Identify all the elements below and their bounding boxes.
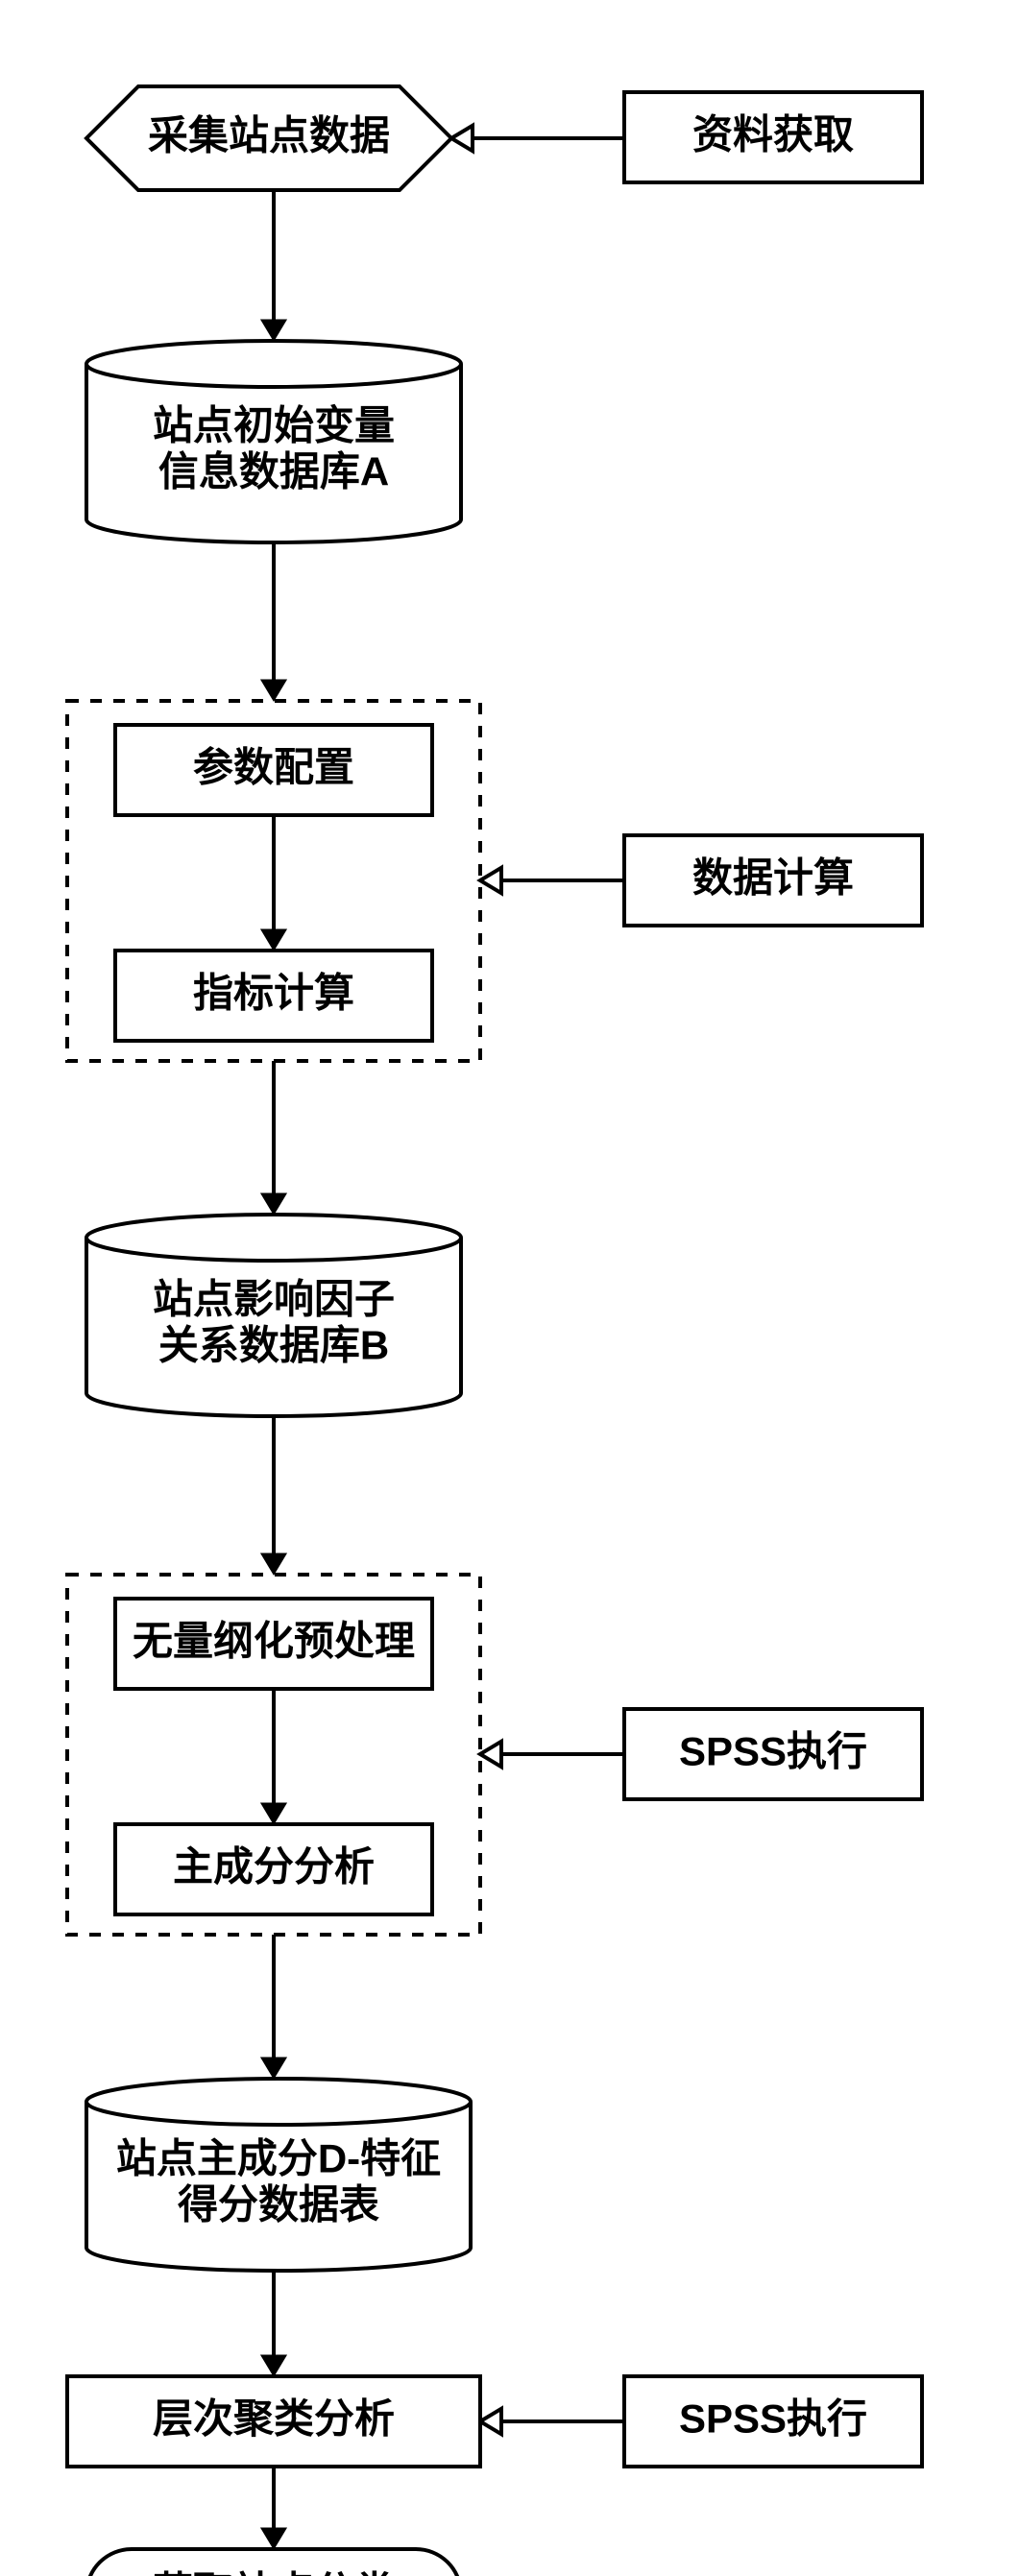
arrowhead-filled — [261, 2355, 286, 2376]
arrowhead-filled — [261, 680, 286, 701]
n_cluster-label: 层次聚类分析 — [153, 2396, 395, 2442]
n_param-label: 参数配置 — [193, 745, 354, 790]
arrowhead-open — [480, 1742, 501, 1767]
arrowhead-filled — [261, 1193, 286, 1215]
n_spss2-label: SPSS执行 — [679, 2396, 867, 2442]
arrowhead-filled — [261, 1553, 286, 1575]
arrowhead-open — [480, 2409, 501, 2434]
n_result-label: 获取站点分类 — [153, 2569, 395, 2576]
flowchart-canvas: 采集站点数据 资料获取站点初始变量信息数据库A 参数配置指标计算 数据计算站点影响因子… — [0, 0, 1019, 2576]
arrowhead-filled — [261, 2528, 286, 2549]
n_collect-label: 采集站点数据 — [148, 113, 390, 158]
arrowhead-filled — [261, 1803, 286, 1824]
n_index-label: 指标计算 — [193, 971, 354, 1016]
n_dbB-label: 站点影响因子 — [153, 1276, 395, 1321]
arrowhead-filled — [261, 929, 286, 951]
n_norm-label: 无量纲化预处理 — [133, 1619, 415, 1664]
arrowhead-open — [451, 126, 473, 151]
n_dbD-label: 得分数据表 — [178, 2182, 379, 2227]
arrowhead-open — [480, 868, 501, 893]
n_spss1-label: SPSS执行 — [679, 1729, 867, 1774]
n_datacalc-label: 数据计算 — [692, 855, 854, 901]
n_dbA-label: 站点初始变量 — [153, 402, 395, 447]
n_dbD-label: 站点主成分D-特征 — [116, 2135, 441, 2180]
n_pca-label: 主成分分析 — [173, 1844, 375, 1890]
arrowhead-filled — [261, 320, 286, 341]
n_source-label: 资料获取 — [692, 112, 854, 157]
n_dbA-label: 信息数据库A — [158, 449, 389, 494]
n_dbB-label: 关系数据库B — [158, 1323, 389, 1368]
arrowhead-filled — [261, 2058, 286, 2079]
